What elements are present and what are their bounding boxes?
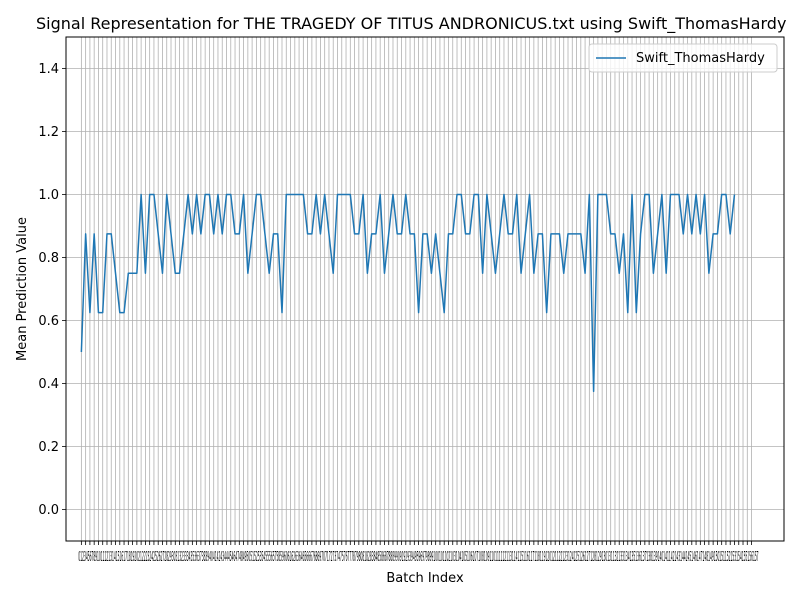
y-ticks: 0.0 0.2 0.4 0.6 0.8 1.0 1.2 1.4: [38, 62, 66, 518]
series-layer: [80, 193, 736, 393]
y-tick-label: 1.0: [38, 188, 59, 203]
x-tick-labels: 0123456789101112131415161718192021222324…: [78, 550, 758, 565]
y-tick-label: 0.6: [38, 314, 59, 329]
x-gridlines: [80, 37, 752, 541]
chart-title: Signal Representation for THE TRAGEDY OF…: [36, 14, 786, 34]
series-line: [80, 193, 736, 393]
legend-label: Swift_ThomasHardy: [636, 51, 765, 66]
y-tick-label: 0.8: [38, 251, 59, 266]
y-tick-label: 1.2: [38, 125, 59, 140]
x-axis-label: Batch Index: [386, 571, 464, 586]
y-tick-label: 0.0: [38, 503, 59, 518]
legend: Swift_ThomasHardy: [588, 43, 778, 73]
y-tick-label: 0.2: [38, 440, 59, 455]
x-ticks: 0123456789101112131415161718192021222324…: [78, 541, 759, 565]
legend-box: [588, 43, 778, 73]
y-gridlines: [66, 68, 784, 510]
plot-frame: [65, 36, 785, 542]
y-tick-label: 1.4: [38, 62, 59, 77]
y-tick-label: 0.4: [38, 377, 59, 392]
y-axis-label: Mean Prediction Value: [15, 217, 30, 361]
